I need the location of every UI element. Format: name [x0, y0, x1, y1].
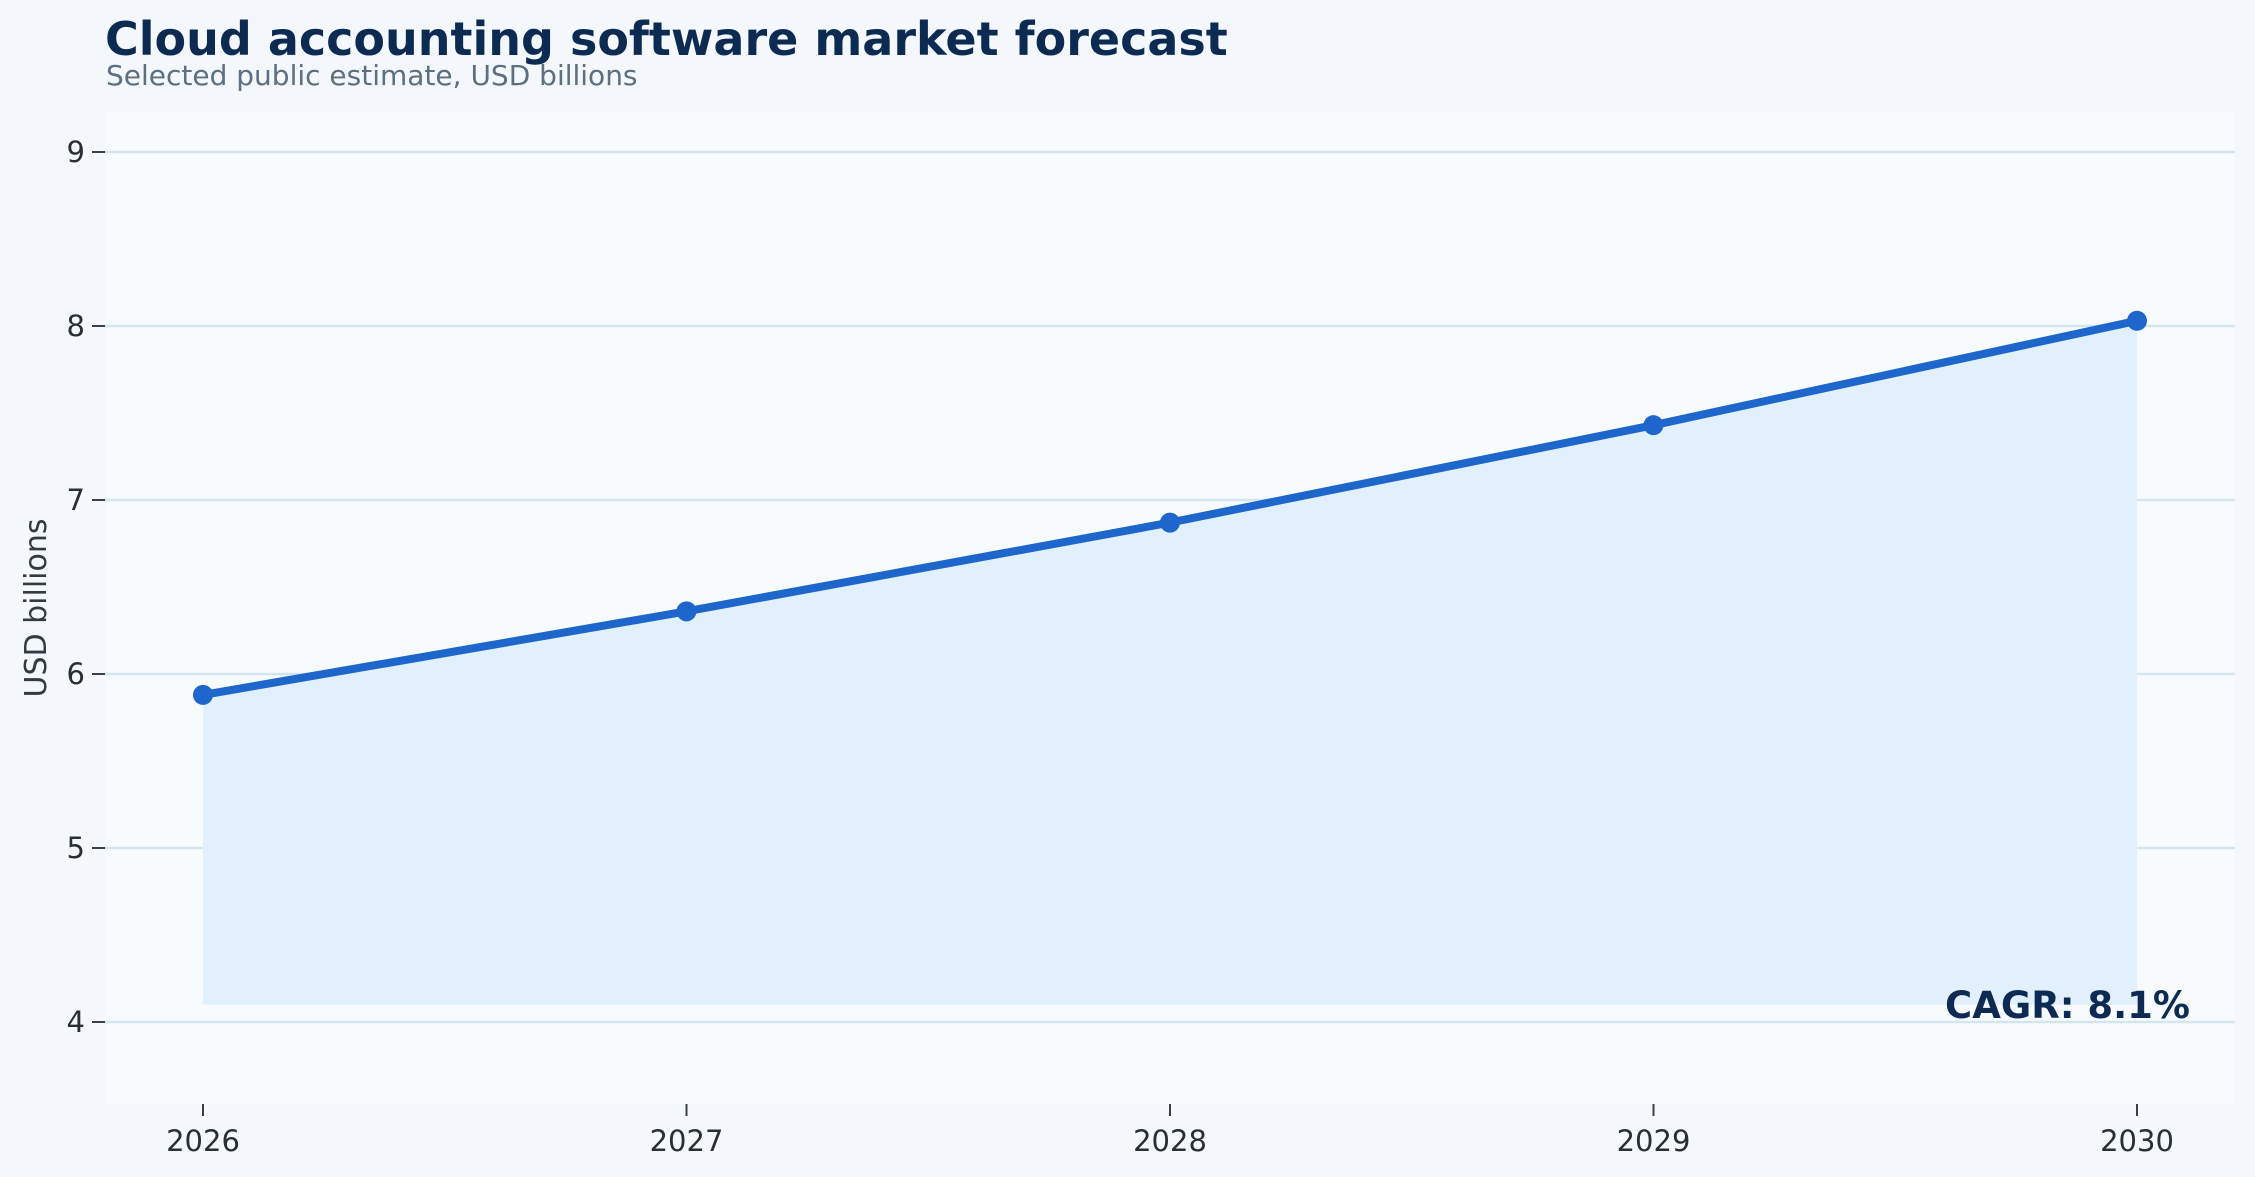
- chart-subtitle: Selected public estimate, USD billions: [106, 59, 638, 92]
- y-tick-label: 6: [67, 657, 85, 691]
- y-tick-label: 8: [67, 309, 85, 343]
- x-tick-label: 2027: [650, 1124, 724, 1158]
- area-fill: [203, 320, 2137, 1005]
- cagr-annotation: CAGR: 8.1%: [1945, 984, 2190, 1027]
- data-point-2030: [2127, 310, 2147, 331]
- data-markers: [193, 310, 2147, 705]
- data-point-2027: [676, 601, 697, 622]
- data-point-2029: [1643, 415, 1664, 436]
- x-tick-label: 2030: [2100, 1124, 2174, 1158]
- y-tick-label: 4: [67, 1005, 85, 1039]
- y-tick-label: 9: [67, 135, 85, 169]
- x-tick-label: 2026: [166, 1124, 240, 1158]
- x-axis-ticks: 2026 2027 2028 2029 2030: [166, 1104, 2174, 1158]
- y-axis-ticks: 4 5 6 7 8 9: [67, 135, 105, 1039]
- y-axis-label: USD billions: [19, 518, 54, 697]
- y-tick-label: 5: [67, 831, 85, 865]
- x-tick-label: 2028: [1133, 1124, 1207, 1158]
- y-tick-label: 7: [67, 483, 85, 517]
- chart-title: Cloud accounting software market forecas…: [105, 12, 1228, 66]
- data-point-2026: [193, 684, 213, 705]
- x-tick-label: 2029: [1617, 1124, 1691, 1158]
- data-point-2028: [1160, 512, 1180, 533]
